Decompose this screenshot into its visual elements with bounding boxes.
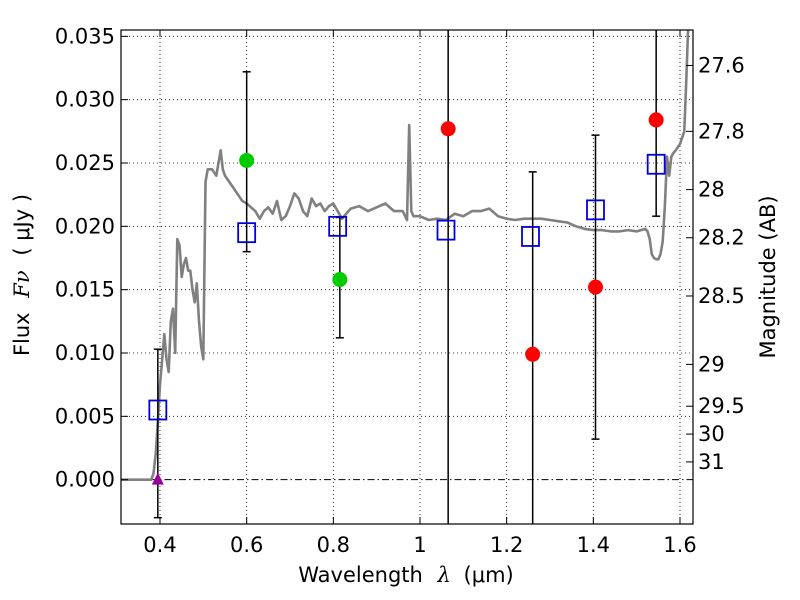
model-flux-square xyxy=(646,153,666,175)
x-axis-label-symbol: λ xyxy=(437,563,451,587)
x-tick-label: 1 xyxy=(413,533,426,557)
model-flux-square xyxy=(586,199,605,221)
model-flux-square xyxy=(237,222,257,244)
axis-ticks xyxy=(121,30,693,524)
x-tick-label: 1.4 xyxy=(577,533,610,557)
template-spectrum-line xyxy=(121,30,690,481)
tick-labels: 0.4 0.6 0.8 1 1.2 1.4 1.6 0.000 0.005 0.010 0.015 0… xyxy=(55,24,745,557)
model-flux-square xyxy=(148,399,168,421)
magnitude-tick-label: 31 xyxy=(698,450,725,474)
y-axis-label-symbol: Fν xyxy=(10,270,34,299)
y-axis-label: Flux Fν ( μJy ) xyxy=(10,194,34,356)
magnitude-tick-label: 29 xyxy=(698,352,725,376)
magnitude-tick-label: 28 xyxy=(698,178,725,202)
observed-flux-point-red xyxy=(440,121,456,137)
y2-axis-label: Magnitude (AB) xyxy=(756,195,780,358)
observed-flux-point-red xyxy=(588,279,603,295)
x-tick-label: 0.4 xyxy=(143,533,176,557)
observed-flux-point-red xyxy=(648,112,664,128)
magnitude-tick-label: 28.2 xyxy=(698,226,745,250)
x-axis-label: Wavelength λ (μm) xyxy=(298,563,513,587)
model-flux-square xyxy=(328,215,348,237)
y-axis-label-unit: ( μJy ) xyxy=(10,194,34,256)
y-tick-label: 0.025 xyxy=(55,151,115,175)
observed-flux-point-green xyxy=(332,272,348,288)
y-tick-label: 0.035 xyxy=(55,24,115,48)
observed-flux-point-red xyxy=(525,346,541,362)
observed-flux-point-green xyxy=(239,152,255,168)
x-tick-label: 1.2 xyxy=(490,533,523,557)
non-detection-triangle xyxy=(151,472,164,485)
y-tick-label: 0.000 xyxy=(55,468,115,492)
y-axis-label-text: Flux xyxy=(10,312,34,356)
magnitude-tick-label: 27.8 xyxy=(698,119,745,143)
plot-area xyxy=(121,30,690,524)
magnitude-tick-label: 29.5 xyxy=(698,394,745,418)
y-tick-label: 0.020 xyxy=(55,214,115,238)
y-tick-label: 0.005 xyxy=(55,404,115,428)
x-tick-label: 0.8 xyxy=(317,533,350,557)
x-tick-label: 0.6 xyxy=(230,533,263,557)
x-axis-label-unit: (μm) xyxy=(464,563,514,587)
model-flux-square xyxy=(521,226,540,247)
x-axis-label-text: Wavelength xyxy=(298,563,423,587)
x-tick-label: 1.6 xyxy=(663,533,696,557)
plot-frame xyxy=(120,29,694,525)
y-tick-label: 0.030 xyxy=(55,88,115,112)
magnitude-tick-label: 30 xyxy=(698,422,725,446)
y-tick-label: 0.010 xyxy=(55,341,115,365)
model-flux-square xyxy=(436,219,456,241)
magnitude-tick-label: 28.5 xyxy=(698,284,745,308)
y-tick-label: 0.015 xyxy=(55,278,115,302)
magnitude-tick-label: 27.6 xyxy=(698,53,745,77)
